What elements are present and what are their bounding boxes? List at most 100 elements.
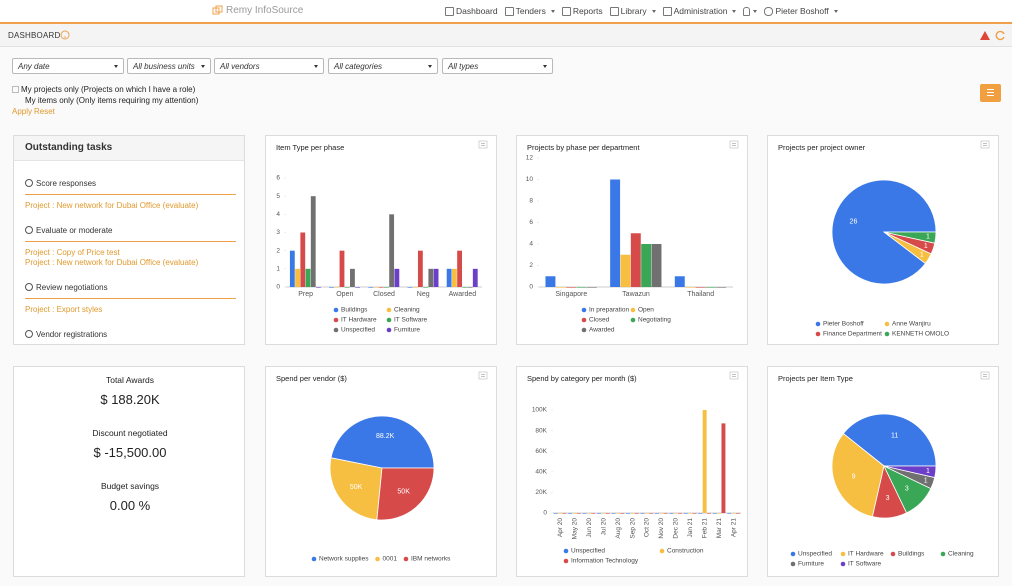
filter-select[interactable]: Any date: [12, 58, 124, 74]
legend-label[interactable]: Network supplies: [319, 556, 369, 563]
y-tick-label: 2: [276, 247, 280, 254]
help-icon[interactable]: [60, 30, 70, 40]
nav-label: Pieter Boshoff: [775, 6, 829, 16]
nav-item[interactable]: Tenders: [504, 6, 555, 16]
legend-label[interactable]: KENNETH OMOLO: [892, 331, 949, 338]
y-tick-label: 4: [276, 211, 280, 218]
legend-label[interactable]: Information Technology: [571, 558, 639, 565]
bar: [389, 214, 395, 287]
legend-label[interactable]: IT Hardware: [848, 551, 884, 558]
nav-icon: [609, 6, 619, 16]
legend-label[interactable]: Unspecified: [571, 548, 605, 555]
bar: [582, 513, 587, 514]
chart-card: Item Type per phase 0 1 2 3 4 5 6 Prep Open Closed…: [265, 135, 497, 345]
task-gap: [25, 211, 236, 223]
chart-menu[interactable]: [729, 371, 739, 380]
chart-menu[interactable]: [729, 140, 739, 149]
bar: [601, 513, 606, 514]
x-tick-label: Feb 21: [702, 518, 709, 539]
reset-link[interactable]: Reset: [34, 107, 55, 116]
legend-label[interactable]: Finance Department: [823, 331, 882, 338]
legend-label[interactable]: Construction: [667, 548, 704, 555]
legend-label[interactable]: Anne Wanjiru: [892, 321, 931, 328]
legend-label[interactable]: 0001: [383, 556, 398, 563]
menu-button[interactable]: [980, 84, 1001, 102]
nav-item[interactable]: Reports: [561, 6, 603, 16]
bar: [731, 513, 736, 514]
warning-icon[interactable]: [979, 30, 991, 41]
nav-item[interactable]: Dashboard: [445, 6, 498, 16]
refresh-icon[interactable]: [995, 30, 1006, 41]
nav-item[interactable]: Pieter Boshoff: [764, 6, 838, 16]
legend-label[interactable]: Buildings: [898, 551, 925, 558]
nav: Dashboard Tenders Reports Library Administra…: [445, 6, 838, 16]
chart-menu[interactable]: [980, 140, 990, 149]
bar: [654, 513, 659, 514]
chart-menu[interactable]: [478, 140, 488, 149]
legend-label[interactable]: Closed: [589, 317, 610, 324]
bar: [462, 287, 468, 288]
legend-label[interactable]: Furniture: [798, 561, 824, 568]
nav-label: Library: [620, 6, 647, 16]
bar: [457, 250, 462, 287]
tasks-list: Score responses Project : New network for…: [25, 176, 236, 344]
filter-select[interactable]: All vendors: [214, 58, 324, 74]
checkbox[interactable]: [12, 86, 19, 93]
task-link[interactable]: Project : Copy of Price test: [25, 248, 120, 257]
bar: [339, 250, 345, 287]
legend-marker: [630, 317, 636, 323]
slice-label: 50K: [397, 489, 410, 496]
legend-label[interactable]: Awarded: [589, 327, 615, 334]
legend-label[interactable]: IT Software: [848, 561, 882, 568]
bar: [644, 513, 649, 514]
chart-menu[interactable]: [478, 371, 488, 380]
legend-marker: [840, 551, 846, 557]
legend-label[interactable]: Unspecified: [798, 551, 832, 558]
nav-item[interactable]: Library: [609, 6, 656, 16]
nav-item[interactable]: Administration: [662, 6, 737, 16]
x-tick-label: Apr 21: [730, 518, 737, 538]
legend-label[interactable]: Furniture: [394, 327, 420, 334]
y-tick-label: 1: [276, 266, 280, 273]
bar: [558, 513, 562, 514]
slice-label: 50K: [350, 484, 363, 491]
chart-menu[interactable]: [980, 371, 990, 380]
chart-title: Projects per project owner: [778, 143, 866, 152]
legend-label[interactable]: Negotiating: [638, 317, 671, 324]
legend-label[interactable]: Unspecified: [341, 327, 375, 334]
pie-slice: [329, 457, 383, 521]
legend-label[interactable]: Cleaning: [948, 551, 974, 558]
task-link[interactable]: Project : Export styles: [25, 305, 103, 314]
legend-label[interactable]: Buildings: [341, 307, 368, 314]
legend-label[interactable]: Pieter Boshoff: [823, 321, 864, 328]
menu-box: [980, 371, 990, 380]
apply-link[interactable]: Apply: [12, 107, 33, 116]
legend-label[interactable]: IBM networks: [411, 556, 451, 563]
checkbox-label[interactable]: My items only (Only items requiring my a…: [25, 96, 199, 105]
legend-label[interactable]: IT Hardware: [341, 317, 377, 324]
slice-label: 1: [924, 477, 928, 484]
filter-value: All types: [448, 62, 479, 71]
filter-select[interactable]: All business units: [127, 58, 211, 74]
bar: [412, 287, 418, 288]
legend-label[interactable]: Open: [638, 307, 654, 314]
summary-card: Total Awards $ 188.20K Discount negotiated…: [13, 366, 245, 577]
nav-label: Reports: [572, 6, 603, 16]
legend-label[interactable]: Cleaning: [394, 307, 420, 314]
checkbox-label[interactable]: My projects only (Projects on which I ha…: [21, 85, 196, 94]
legend-label[interactable]: IT Software: [394, 317, 428, 324]
task-heading: Vendor registrations: [25, 327, 236, 344]
legend-label[interactable]: In preparation: [589, 307, 629, 314]
help-menu[interactable]: [743, 6, 758, 16]
task-link[interactable]: Project : New network for Dubai Office (…: [25, 258, 199, 267]
bar: [634, 513, 639, 514]
caret: [201, 65, 205, 68]
filter-select[interactable]: All types: [442, 58, 553, 74]
bar: [620, 254, 631, 287]
logo: Remy InfoSource: [226, 5, 304, 16]
pie-slice: [883, 231, 937, 244]
task-link[interactable]: Project : New network for Dubai Office (…: [25, 201, 199, 210]
chart-title: Spend by category per month ($): [527, 374, 637, 383]
filter-select[interactable]: All categories: [328, 58, 438, 74]
